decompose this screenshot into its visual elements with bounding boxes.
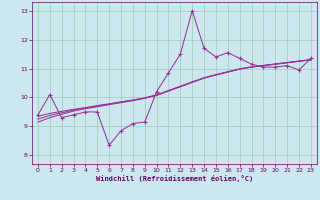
X-axis label: Windchill (Refroidissement éolien,°C): Windchill (Refroidissement éolien,°C): [96, 175, 253, 182]
